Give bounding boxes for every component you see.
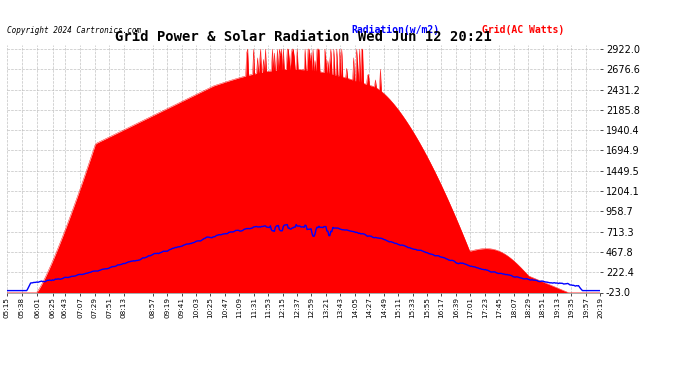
Title: Grid Power & Solar Radiation Wed Jun 12 20:21: Grid Power & Solar Radiation Wed Jun 12 … <box>115 30 492 44</box>
Text: Grid(AC Watts): Grid(AC Watts) <box>482 25 564 35</box>
Text: Radiation(w/m2): Radiation(w/m2) <box>351 25 440 35</box>
Text: Copyright 2024 Cartronics.com: Copyright 2024 Cartronics.com <box>7 26 141 35</box>
